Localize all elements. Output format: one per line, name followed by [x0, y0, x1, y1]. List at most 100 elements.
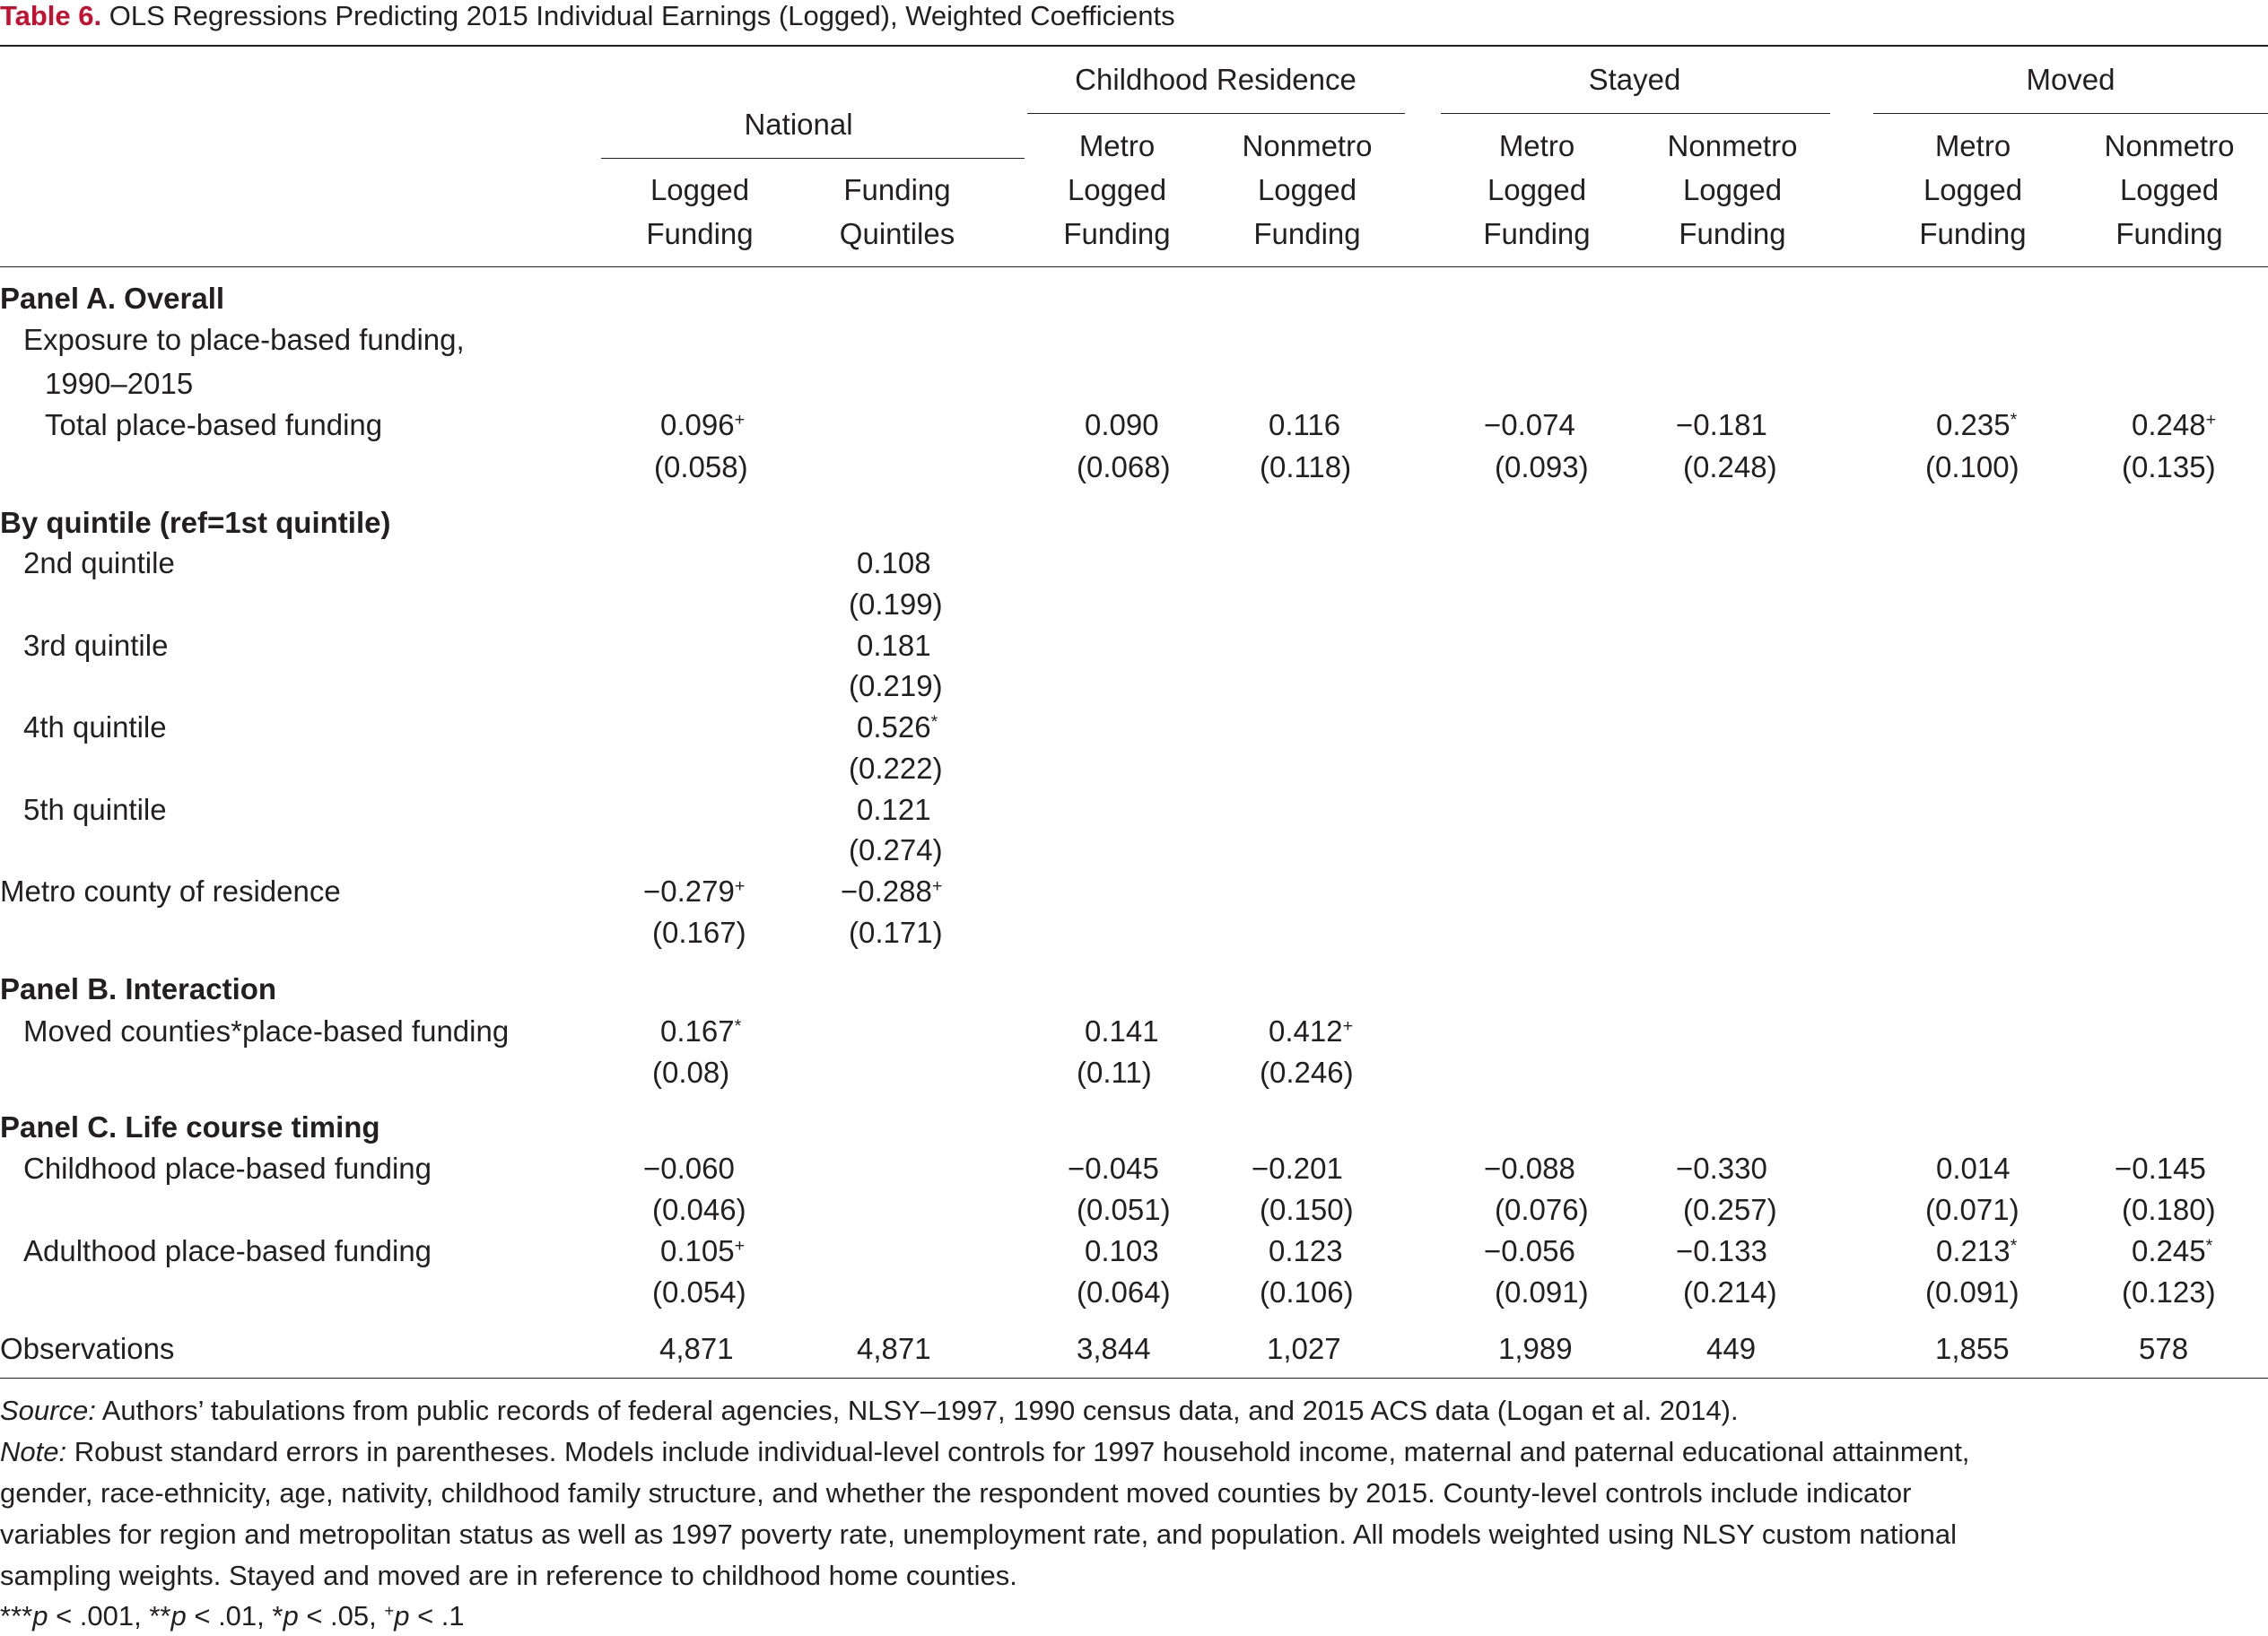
col-header-moved-metro-3: Funding — [1919, 218, 2026, 250]
header-stayed: Stayed — [1589, 64, 1681, 96]
note-line-4: sampling weights. Stayed and moved are i… — [0, 1555, 1017, 1596]
cell-total-stayed-metro: −0.074 — [1484, 409, 1575, 441]
cell-moved-int-child-nonmetro: 0.412+ — [1269, 1015, 1353, 1048]
cell-adulthood-stayed-nonmetro: −0.133 — [1676, 1235, 1767, 1267]
col-header-national-logged-2: Funding — [646, 218, 753, 250]
row-label-q5: 5th quintile — [23, 794, 167, 826]
table-bottom-rule — [0, 1378, 2268, 1379]
cell-childhood-moved-nonmetro: −0.145 — [2115, 1153, 2206, 1185]
cell-metro-national: −0.279+ — [643, 875, 745, 908]
cell-total-stayed-nonmetro: −0.181 — [1676, 409, 1767, 441]
col-header-moved-nonmetro-3: Funding — [2115, 218, 2222, 250]
col-header-child-metro-1: Metro — [1079, 130, 1155, 162]
cell-childhood-se-stayed-metro: (0.076) — [1495, 1194, 1589, 1226]
col-header-moved-nonmetro-1: Nonmetro — [2105, 130, 2235, 162]
cell-childhood-se-stayed-nonmetro: (0.257) — [1683, 1194, 1777, 1226]
cell-adulthood-national: 0.105+ — [660, 1235, 745, 1267]
row-label-childhood-funding: Childhood place-based funding — [23, 1153, 432, 1185]
cell-adulthood-moved-metro: 0.213* — [1936, 1235, 2017, 1267]
row-label-moved-interaction: Moved counties*place-based funding — [23, 1015, 509, 1048]
col-header-moved-metro-2: Logged — [1923, 174, 2022, 206]
cell-childhood-national: −0.060 — [643, 1153, 735, 1185]
col-header-child-nonmetro-1: Nonmetro — [1243, 130, 1373, 162]
cell-adulthood-se-moved-nonmetro: (0.123) — [2122, 1276, 2216, 1309]
cell-adulthood-moved-nonmetro: 0.245* — [2132, 1235, 2212, 1267]
cell-metro-se-national: (0.167) — [652, 917, 746, 949]
col-header-national-quintiles-1: Funding — [843, 174, 950, 206]
cell-adulthood-stayed-metro: −0.056 — [1484, 1235, 1575, 1267]
cell-childhood-se-child-metro: (0.051) — [1077, 1194, 1171, 1226]
source-note: Source: Authors’ tabulations from public… — [0, 1390, 1739, 1431]
cell-childhood-se-moved-metro: (0.071) — [1925, 1194, 2019, 1226]
header-national: National — [744, 109, 852, 141]
header-childhood-residence: Childhood Residence — [1075, 64, 1356, 96]
top-rule — [0, 45, 2268, 47]
cell-obs-quintiles: 4,871 — [857, 1333, 931, 1365]
rule-childhood — [1027, 113, 1405, 114]
cell-adulthood-se-stayed-nonmetro: (0.214) — [1683, 1276, 1777, 1309]
cell-moved-int-se-child-metro: (0.11) — [1077, 1057, 1152, 1089]
row-label-observations: Observations — [0, 1333, 174, 1365]
cell-adulthood-child-metro: 0.103 — [1085, 1235, 1159, 1267]
panel-a-heading: Panel A. Overall — [0, 283, 224, 315]
row-label-total-funding: Total place-based funding — [45, 409, 382, 441]
cell-q5: 0.121 — [857, 794, 931, 826]
cell-childhood-child-nonmetro: −0.201 — [1252, 1153, 1343, 1185]
row-label-q4: 4th quintile — [23, 711, 167, 744]
table-title-text: OLS Regressions Predicting 2015 Individu… — [109, 0, 1175, 31]
cell-childhood-stayed-nonmetro: −0.330 — [1676, 1153, 1767, 1185]
col-header-child-metro-3: Funding — [1063, 218, 1170, 250]
col-header-moved-nonmetro-2: Logged — [2120, 174, 2219, 206]
row-label-q2: 2nd quintile — [23, 547, 175, 579]
cell-q5-se: (0.274) — [849, 834, 943, 866]
cell-total-child-metro: 0.090 — [1085, 409, 1159, 441]
col-header-child-nonmetro-2: Logged — [1258, 174, 1356, 206]
cell-childhood-se-child-nonmetro: (0.150) — [1260, 1194, 1354, 1226]
cell-obs-child-nonmetro: 1,027 — [1267, 1333, 1341, 1365]
cell-moved-int-se-child-nonmetro: (0.246) — [1260, 1057, 1354, 1089]
row-label-exposure: Exposure to place-based funding, — [23, 324, 465, 356]
cell-obs-child-metro: 3,844 — [1077, 1333, 1151, 1365]
cell-childhood-child-metro: −0.045 — [1068, 1153, 1159, 1185]
col-header-stayed-metro-1: Metro — [1499, 130, 1575, 162]
cell-moved-int-se-national: (0.08) — [652, 1057, 729, 1089]
col-header-child-metro-2: Logged — [1068, 174, 1166, 206]
cell-q2: 0.108 — [857, 547, 931, 579]
col-header-stayed-metro-3: Funding — [1483, 218, 1590, 250]
cell-moved-int-child-metro: 0.141 — [1085, 1015, 1159, 1048]
cell-childhood-moved-metro: 0.014 — [1936, 1153, 2011, 1185]
panel-b-heading: Panel B. Interaction — [0, 973, 276, 1005]
cell-total-se-stayed-nonmetro: (0.248) — [1683, 451, 1777, 483]
cell-total-child-nonmetro: 0.116 — [1269, 409, 1340, 441]
cell-q3: 0.181 — [857, 630, 931, 662]
cell-obs-stayed-metro: 1,989 — [1498, 1333, 1573, 1365]
col-header-national-quintiles-2: Quintiles — [840, 218, 955, 250]
cell-adulthood-se-stayed-metro: (0.091) — [1495, 1276, 1589, 1309]
cell-total-se-moved-metro: (0.100) — [1925, 451, 2019, 483]
by-quintile-heading: By quintile (ref=1st quintile) — [0, 507, 390, 539]
cell-total-se-moved-nonmetro: (0.135) — [2122, 451, 2216, 483]
note-line-1: Note: Robust standard errors in parenthe… — [0, 1432, 1969, 1472]
row-label-metro-county: Metro county of residence — [0, 875, 341, 908]
col-header-stayed-nonmetro-3: Funding — [1679, 218, 1785, 250]
rule-stayed — [1441, 113, 1830, 114]
cell-adulthood-se-child-nonmetro: (0.106) — [1260, 1276, 1354, 1309]
cell-total-moved-metro: 0.235* — [1936, 409, 2017, 441]
cell-q3-se: (0.219) — [849, 670, 943, 702]
note-line-2: gender, race-ethnicity, age, nativity, c… — [0, 1473, 1911, 1513]
cell-metro-quintiles: −0.288+ — [841, 875, 942, 908]
table-number: Table 6. — [0, 0, 101, 31]
cell-total-se-stayed-metro: (0.093) — [1495, 451, 1589, 483]
cell-obs-national: 4,871 — [659, 1333, 734, 1365]
row-label-q3: 3rd quintile — [23, 630, 168, 662]
panel-c-heading: Panel C. Life course timing — [0, 1111, 380, 1144]
significance-legend: ***p < .001, **p < .01, *p < .05, +p < .… — [0, 1596, 465, 1636]
col-header-child-nonmetro-3: Funding — [1253, 218, 1360, 250]
col-header-stayed-nonmetro-2: Logged — [1683, 174, 1782, 206]
cell-adulthood-se-moved-metro: (0.091) — [1925, 1276, 2019, 1309]
cell-total-se-national: (0.058) — [654, 451, 748, 483]
row-label-adulthood-funding: Adulthood place-based funding — [23, 1235, 432, 1267]
cell-total-moved-nonmetro: 0.248+ — [2132, 409, 2216, 441]
cell-moved-int-national: 0.167* — [660, 1015, 741, 1048]
cell-q2-se: (0.199) — [849, 588, 943, 621]
